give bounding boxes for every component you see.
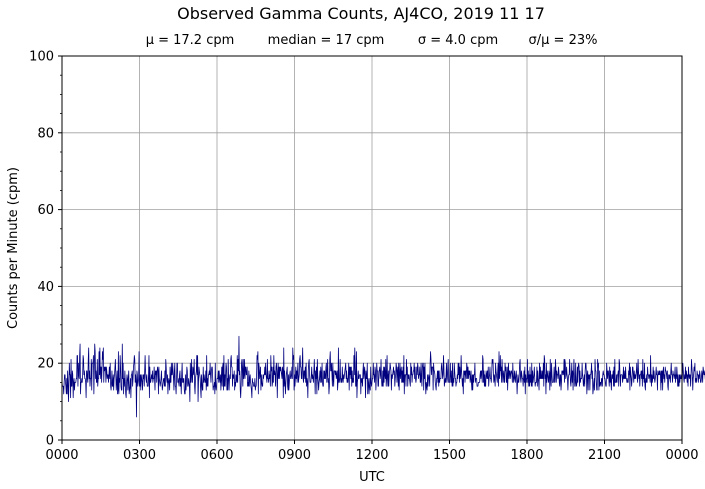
chart-title: Observed Gamma Counts, AJ4CO, 2019 11 17 [177, 4, 545, 23]
series-line [61, 335, 705, 418]
series-group [61, 335, 705, 418]
subtitle-ratio: σ/μ = 23% [529, 33, 598, 48]
subtitle-sigma: σ = 4.0 cpm [418, 33, 498, 48]
y-tick-label: 60 [37, 203, 54, 218]
plot-frame [61, 55, 683, 441]
y-axis-label: Counts per Minute (cpm) [6, 167, 21, 329]
x-tick-label: 0300 [123, 448, 156, 463]
subtitle-median: median = 17 cpm [268, 33, 385, 48]
x-tick-label: 2100 [588, 448, 621, 463]
x-tick-label: 1200 [355, 448, 388, 463]
chart-subtitle: μ = 17.2 cpm median = 17 cpm σ = 4.0 cpm… [146, 33, 598, 48]
x-tick-label: 0000 [45, 448, 78, 463]
y-tick-label: 20 [37, 357, 54, 372]
y-tick-label: 40 [37, 280, 54, 295]
x-tick-label: 0900 [278, 448, 311, 463]
y-tick-label: 100 [29, 50, 54, 65]
x-tick-label: 0000 [665, 448, 698, 463]
y-tick-label: 80 [37, 126, 54, 141]
y-tick-label: 0 [46, 434, 54, 449]
x-tick-label: 1500 [433, 448, 466, 463]
axis-ticks: 0000 0300 0600 0900 1200 1500 1800 2100 00000204… [29, 50, 698, 464]
x-tick-label: 1800 [510, 448, 543, 463]
subtitle-mean: μ = 17.2 cpm [146, 33, 235, 48]
x-axis-label: UTC [359, 470, 385, 485]
x-tick-label: 0600 [200, 448, 233, 463]
